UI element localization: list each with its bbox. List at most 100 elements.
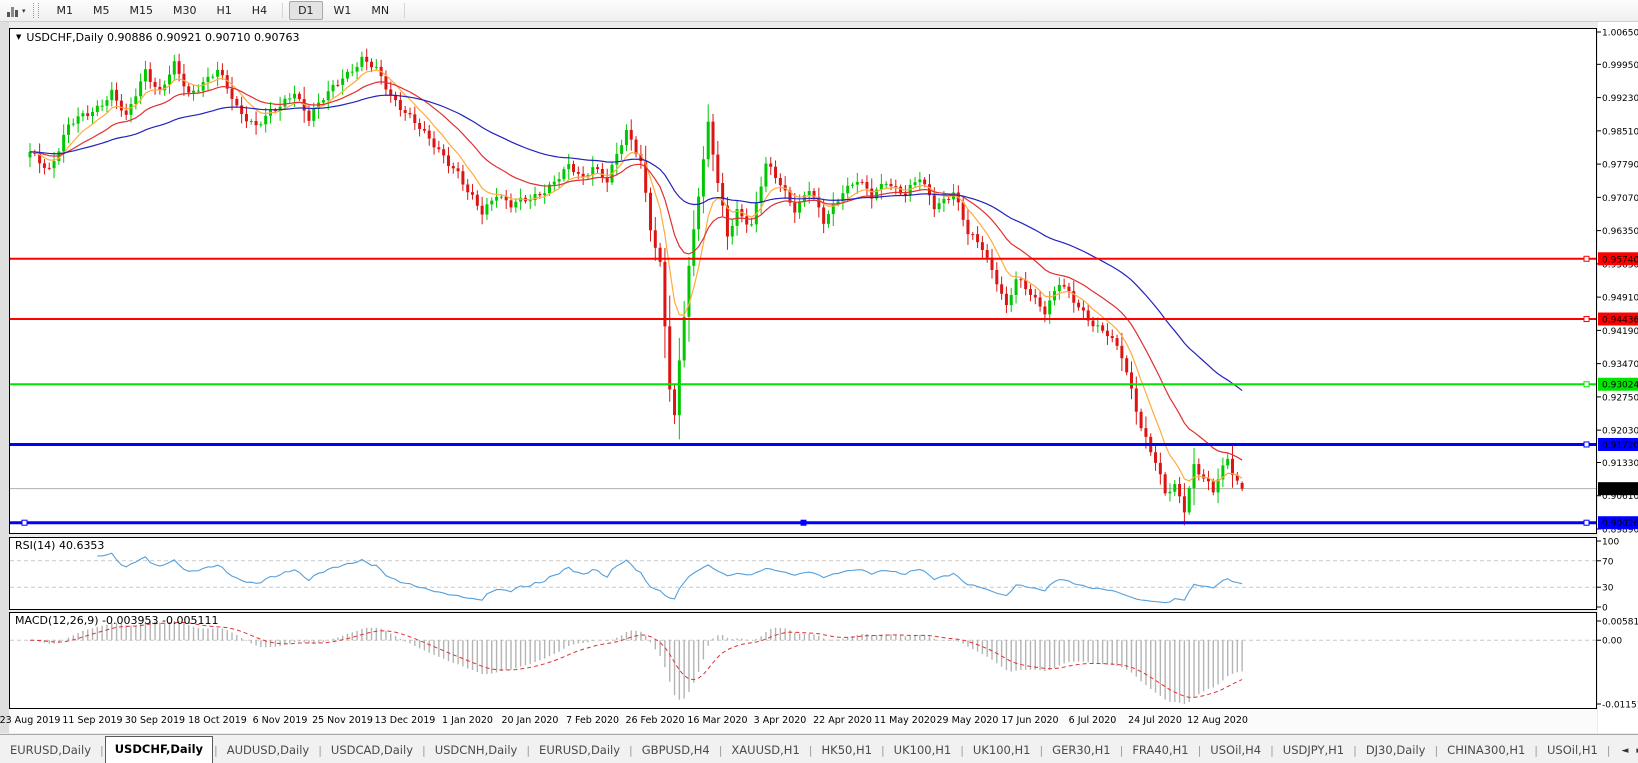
tab-fra40-h1[interactable]: FRA40,H1 [1132, 743, 1189, 757]
svg-text:24 Jul 2020: 24 Jul 2020 [1128, 715, 1182, 726]
svg-text:0.96350: 0.96350 [1602, 227, 1638, 237]
toolbar-separator [282, 3, 284, 18]
tab-separator: | [880, 744, 885, 757]
tab-separator: | [318, 744, 322, 757]
chart-tabs-bar: EURUSD,Daily | USDCHF,Daily | AUDUSD,Daily | U… [0, 734, 1638, 763]
svg-text:70: 70 [1602, 557, 1614, 567]
toolbar-grip[interactable] [32, 3, 39, 18]
tabs-scroll-arrows: ◄ ► [1612, 741, 1638, 763]
tabs-scroll-left-button[interactable]: ◄ [1621, 746, 1629, 756]
toolbar-dropdown-icon[interactable]: ▾ [22, 6, 26, 15]
tabs-scroll-right-button[interactable]: ► [1636, 746, 1638, 756]
svg-text:22 Apr 2020: 22 Apr 2020 [813, 715, 872, 726]
svg-text:0: 0 [1602, 604, 1608, 614]
timeframe-button-mn[interactable]: MN [371, 4, 390, 17]
tab-uk100-h1[interactable]: UK100,H1 [893, 743, 952, 757]
svg-text:0.92030: 0.92030 [1602, 427, 1638, 437]
svg-text:13 Dec 2019: 13 Dec 2019 [375, 715, 436, 726]
toolbar-chart-icon[interactable] [6, 4, 20, 18]
timeframe-button-m5[interactable]: M5 [93, 4, 110, 17]
timeframe-button-w1[interactable]: W1 [333, 4, 352, 17]
tab-usoil-h4[interactable]: USOil,H4 [1210, 743, 1262, 757]
chart-tabs-list: EURUSD,Daily | USDCHF,Daily | AUDUSD,Daily | U… [2, 736, 1612, 763]
candles-layer [28, 48, 1244, 526]
tab-separator: | [100, 744, 104, 757]
tab-separator: | [422, 744, 426, 757]
tab-separator: | [1534, 744, 1538, 757]
tab-separator: | [718, 744, 723, 757]
svg-text:6 Nov 2019: 6 Nov 2019 [253, 715, 308, 726]
tab-usdcad-daily[interactable]: USDCAD,Daily [330, 743, 413, 757]
timeframe-button-m30[interactable]: M30 [173, 4, 197, 17]
date-axis[interactable]: 23 Aug 2019 11 Sep 2019 30 Sep 2019 18 Oct … [0, 715, 1248, 726]
svg-text:0.91330: 0.91330 [1602, 459, 1638, 469]
timeframe-button-h1[interactable]: H1 [216, 4, 232, 17]
svg-text:0.91720: 0.91720 [1602, 441, 1638, 451]
timeframe-toolbar: ▾ M1 M5 M15 M30 H1 H4 D1 W1 MN [0, 0, 1638, 22]
tab-separator: | [1606, 744, 1611, 757]
svg-text:30 Sep 2019: 30 Sep 2019 [125, 715, 185, 726]
svg-text:25 Nov 2019: 25 Nov 2019 [312, 715, 373, 726]
svg-text:0.95740: 0.95740 [1602, 255, 1638, 265]
svg-text:1.00650: 1.00650 [1602, 29, 1638, 39]
macd-histogram [34, 621, 1243, 704]
svg-text:0.005818: 0.005818 [1602, 618, 1638, 628]
timeframe-button-m15[interactable]: M15 [129, 4, 154, 17]
tab-xauusd-h1[interactable]: XAUUSD,H1 [731, 743, 800, 757]
svg-text:0.99230: 0.99230 [1602, 94, 1638, 104]
tab-usdjpy-h1[interactable]: USDJPY,H1 [1282, 743, 1345, 757]
tab-separator: | [1039, 744, 1044, 757]
tab-hk50-h1[interactable]: HK50,H1 [821, 743, 872, 757]
svg-text:11 Sep 2019: 11 Sep 2019 [62, 715, 122, 726]
svg-text:0.00: 0.00 [1602, 637, 1622, 647]
tab-audusd-daily[interactable]: AUDUSD,Daily [226, 743, 310, 757]
tab-separator: | [1434, 744, 1439, 757]
macd-axis[interactable]: 0.005818 0.00 -0.01151 [1597, 618, 1638, 711]
svg-text:0.93470: 0.93470 [1602, 360, 1638, 370]
svg-text:7 Feb 2020: 7 Feb 2020 [566, 715, 619, 726]
svg-text:0.90610: 0.90610 [1602, 492, 1638, 502]
tab-uk100-h1[interactable]: UK100,H1 [972, 743, 1031, 757]
tab-usdchf-daily[interactable]: USDCHF,Daily [104, 736, 214, 763]
svg-text:6 Jul 2020: 6 Jul 2020 [1069, 715, 1117, 726]
tab-gbpusd-h4[interactable]: GBPUSD,H4 [641, 743, 710, 757]
svg-text:0.99950: 0.99950 [1602, 61, 1638, 71]
tab-separator: | [1119, 744, 1124, 757]
svg-text:0.97790: 0.97790 [1602, 161, 1638, 171]
tab-separator: | [526, 744, 531, 757]
timeframe-button-m1[interactable]: M1 [56, 4, 74, 17]
svg-text:100: 100 [1602, 538, 1619, 548]
svg-text:0.98510: 0.98510 [1602, 127, 1638, 137]
price-axis[interactable]: 1.00650 0.99950 0.99230 0.98510 0.97790 0.970… [1597, 29, 1638, 536]
svg-text:-0.01151: -0.01151 [1602, 701, 1638, 711]
timeframe-button-h4[interactable]: H4 [251, 4, 268, 17]
tab-china300-h1[interactable]: CHINA300,H1 [1447, 743, 1526, 757]
tab-usdcnh-daily[interactable]: USDCNH,Daily [434, 743, 518, 757]
rsi-line [97, 552, 1243, 604]
tab-eurusd-daily[interactable]: EURUSD,Daily [10, 743, 91, 757]
timeframe-button-d1[interactable]: D1 [289, 1, 323, 20]
svg-text:0.90026: 0.90026 [1602, 519, 1638, 529]
svg-text:0.90763: 0.90763 [1602, 485, 1638, 495]
horizontal-lines-layer[interactable] [9, 255, 1597, 526]
tab-dj30-daily[interactable]: DJ30,Daily [1365, 743, 1426, 757]
tab-ger30-h1[interactable]: GER30,H1 [1052, 743, 1111, 757]
tab-eurusd-daily[interactable]: EURUSD,Daily [539, 743, 621, 757]
svg-text:0.95630: 0.95630 [1602, 260, 1638, 270]
tab-usoil-h1[interactable]: USOil,H1 [1547, 743, 1598, 757]
tab-separator: | [960, 744, 964, 757]
svg-text:30: 30 [1602, 584, 1614, 594]
tab-separator: | [629, 744, 633, 757]
rsi-axis[interactable]: 100 70 30 0 [1597, 538, 1619, 614]
tab-separator: | [1197, 744, 1202, 757]
svg-text:0.94910: 0.94910 [1602, 294, 1638, 304]
tab-separator: | [808, 744, 813, 757]
svg-text:23 Aug 2019: 23 Aug 2019 [0, 715, 60, 726]
svg-text:26 Feb 2020: 26 Feb 2020 [625, 715, 684, 726]
tab-separator: | [1353, 744, 1357, 757]
tab-separator: | [1270, 744, 1274, 757]
svg-text:20 Jan 2020: 20 Jan 2020 [502, 715, 559, 726]
svg-text:0.94190: 0.94190 [1602, 327, 1638, 337]
